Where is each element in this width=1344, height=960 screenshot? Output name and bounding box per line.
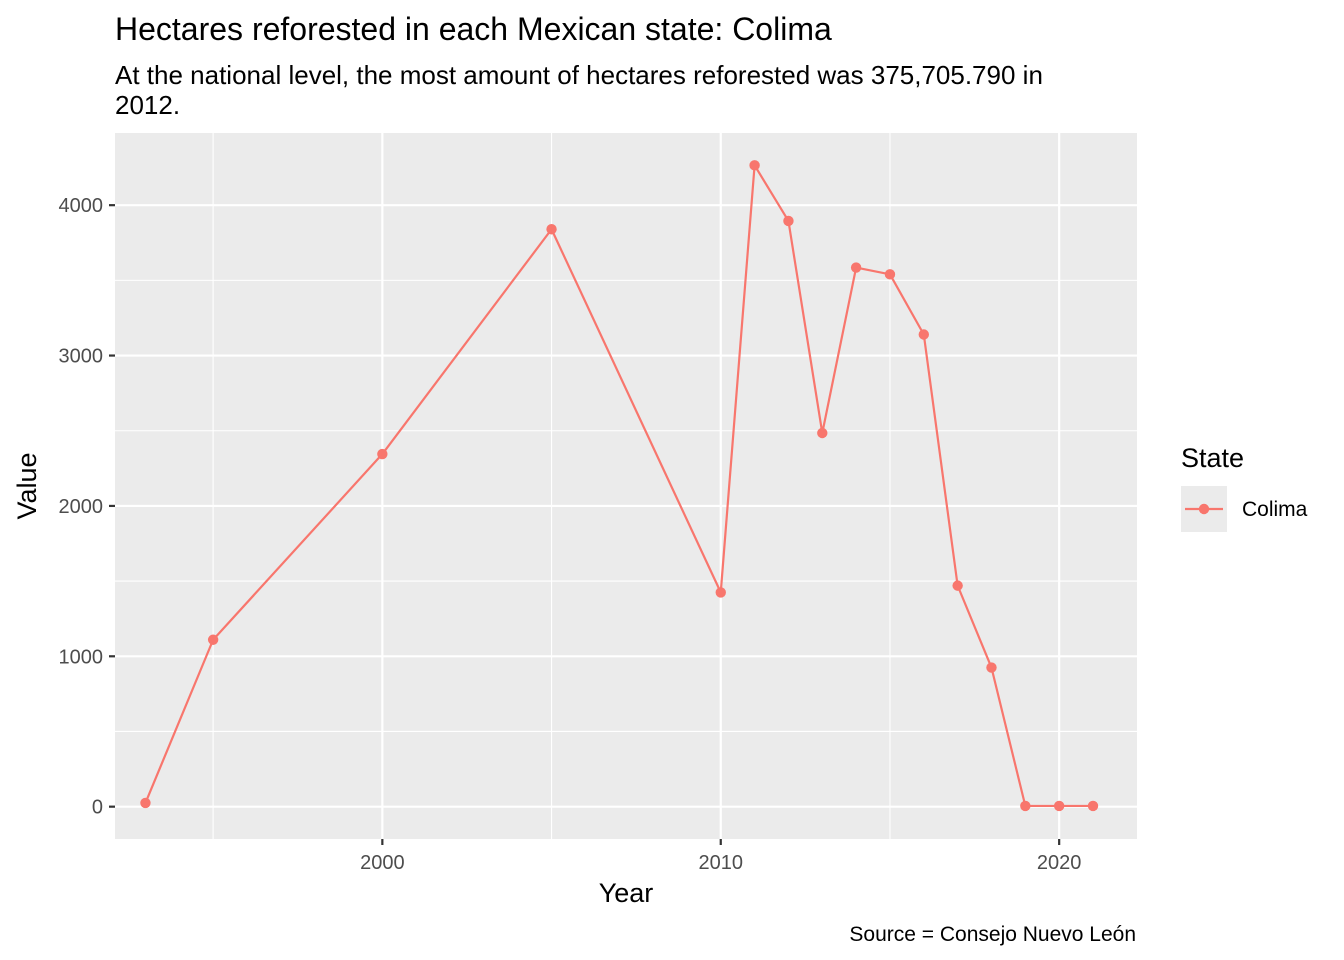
legend: State Colima bbox=[1181, 443, 1308, 532]
plot-panel bbox=[115, 133, 1137, 839]
data-point bbox=[140, 797, 151, 809]
legend-title: State bbox=[1181, 443, 1244, 473]
data-point bbox=[918, 329, 930, 340]
data-point bbox=[207, 634, 219, 645]
series-line-colima bbox=[144, 164, 1094, 808]
data-point bbox=[1020, 800, 1031, 812]
x-tick-label: 2020 bbox=[1037, 852, 1082, 874]
chart-subtitle: At the national level, the most amount o… bbox=[115, 60, 1050, 120]
data-point bbox=[546, 224, 557, 235]
chart-subtitle-line-1: At the national level, the most amount o… bbox=[115, 60, 1043, 90]
y-tick-label: 2000 bbox=[59, 496, 104, 518]
data-point bbox=[783, 215, 794, 227]
data-point bbox=[1087, 800, 1099, 812]
data-point bbox=[986, 662, 997, 673]
chart-title: Hectares reforested in each Mexican stat… bbox=[115, 11, 832, 47]
data-point bbox=[952, 580, 963, 591]
y-tick-label: 0 bbox=[92, 797, 103, 819]
legend-label-colima: Colima bbox=[1242, 498, 1308, 521]
data-point bbox=[884, 269, 896, 280]
major-gridlines bbox=[115, 133, 1137, 839]
data-point bbox=[715, 587, 726, 598]
y-tick-label: 4000 bbox=[59, 195, 104, 217]
data-point bbox=[749, 160, 760, 171]
x-tick-label: 2000 bbox=[360, 852, 405, 874]
data-point bbox=[817, 427, 828, 439]
minor-gridlines bbox=[115, 133, 1137, 839]
tick-labels: 2000 2010 2020 0 1000 2000 3000 4000 bbox=[59, 195, 1082, 874]
y-axis-title: Value bbox=[12, 452, 42, 519]
data-point bbox=[377, 448, 388, 460]
y-tick-label: 1000 bbox=[59, 646, 104, 668]
data-point bbox=[850, 262, 862, 273]
x-axis-title: Year bbox=[599, 878, 654, 908]
x-tick-label: 2010 bbox=[699, 852, 744, 874]
legend-key-point bbox=[1198, 503, 1210, 515]
source-caption: Source = Consejo Nuevo León bbox=[849, 923, 1136, 946]
chart-subtitle-line-2: 2012. bbox=[115, 90, 180, 120]
series-layer bbox=[140, 160, 1099, 812]
axis-ticks bbox=[109, 204, 1061, 845]
data-point bbox=[1053, 800, 1065, 812]
y-tick-label: 3000 bbox=[59, 346, 104, 368]
